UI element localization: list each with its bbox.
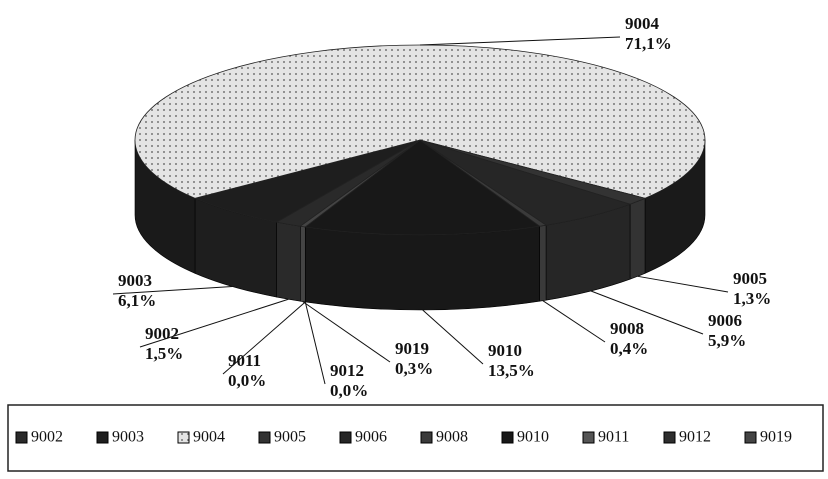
slice-name: 9006 [708, 311, 742, 330]
slice-value: 0,0% [228, 371, 266, 390]
slice-name: 9003 [118, 271, 152, 290]
legend-label: 9004 [193, 429, 225, 446]
slice-name: 9002 [145, 324, 179, 343]
slice-name: 9004 [625, 14, 660, 33]
slice [299, 139, 421, 228]
legend-label: 9006 [355, 429, 387, 446]
legend-swatch [339, 431, 352, 444]
leader-line [422, 309, 484, 365]
leader-line [304, 301, 326, 385]
legend-label: 9019 [760, 429, 792, 446]
legend-label: 9011 [598, 429, 629, 446]
slice-value: 1,5% [145, 344, 183, 363]
legend-box [7, 404, 824, 472]
leader-line [222, 301, 306, 375]
leader-line [590, 290, 704, 335]
slice-value: 71,1% [625, 34, 672, 53]
slice-value: 5,9% [708, 331, 746, 350]
legend-swatch [744, 431, 757, 444]
legend-swatch [501, 431, 514, 444]
legend-swatch [582, 431, 595, 444]
slice-value: 0,3% [395, 359, 433, 378]
slice-side [276, 221, 301, 302]
legend-swatch [96, 431, 109, 444]
slice-side [629, 197, 646, 280]
slice-name: 9019 [395, 339, 429, 358]
slice-value: 0,4% [610, 339, 648, 358]
slice-side [304, 225, 540, 311]
slice-value: 13,5% [488, 361, 535, 380]
slice-name: 9011 [228, 351, 261, 370]
slice [304, 139, 541, 236]
leader-line [419, 36, 621, 46]
leader-line [302, 301, 391, 363]
legend-label: 9005 [274, 429, 306, 446]
leader-line [542, 300, 606, 343]
legend-label: 9003 [112, 429, 144, 446]
slice-side [539, 224, 547, 302]
slice-value: 1,3% [733, 289, 771, 308]
legend-label: 9010 [517, 429, 549, 446]
slice-value: 0,0% [330, 381, 368, 400]
slice-name: 9008 [610, 319, 644, 338]
legend-swatch [15, 431, 28, 444]
slice-value: 6,1% [118, 291, 156, 310]
slice-name: 9005 [733, 269, 767, 288]
leader-line [139, 298, 289, 348]
legend-swatch [258, 431, 271, 444]
slice-name: 9012 [330, 361, 364, 380]
legend-swatch [177, 431, 190, 444]
leader-line [112, 286, 233, 295]
slice [134, 44, 706, 199]
legend-label: 9002 [31, 429, 63, 446]
slice-side [300, 225, 306, 303]
legend-swatch [420, 431, 433, 444]
slice-name: 9010 [488, 341, 522, 360]
leader-line [637, 275, 729, 293]
legend-label: 9012 [679, 429, 711, 446]
legend-label: 9008 [436, 429, 468, 446]
legend-swatch [663, 431, 676, 444]
